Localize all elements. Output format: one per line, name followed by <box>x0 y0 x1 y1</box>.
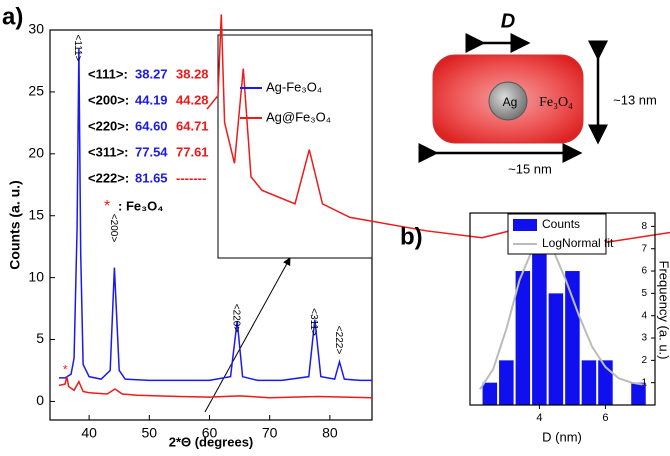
y-tick-label: 20 <box>28 145 44 161</box>
table-plane: <200>: <box>88 92 129 107</box>
y-tick-label: 6 <box>641 266 647 277</box>
legend-label: Ag@Fe₃O₄ <box>266 109 331 124</box>
y-tick-label: 25 <box>28 83 44 99</box>
bar <box>499 360 514 405</box>
bar <box>581 360 597 405</box>
x-tick-label: 70 <box>262 425 278 441</box>
legend-label: Ag-Fe₃O₄ <box>266 79 322 94</box>
core-label: Ag <box>503 95 518 109</box>
data-line <box>59 48 372 382</box>
y-tick-label: 30 <box>28 21 44 37</box>
x-tick-label: 6 <box>602 412 608 424</box>
table-value: 38.28 <box>176 66 209 81</box>
table-plane: <311>: <box>88 144 129 159</box>
peak-label: <220> <box>231 304 242 333</box>
inset-frame <box>217 34 373 259</box>
marker-note: : Fe₃O₄ <box>118 198 163 213</box>
core-shape <box>488 81 528 121</box>
legend-label: Counts <box>542 217 580 231</box>
table-value: 77.54 <box>135 144 168 159</box>
y-tick-label: 2 <box>641 355 647 366</box>
data-line <box>58 376 373 399</box>
bar <box>548 293 564 405</box>
panel-label: a) <box>2 3 23 30</box>
y-tick-label: 3 <box>641 333 647 344</box>
y-tick-label: 15 <box>28 206 44 222</box>
table-value: 64.60 <box>135 118 168 133</box>
diameter-label: D <box>501 10 515 32</box>
y-axis-label: Counts (a. u.) <box>7 180 23 269</box>
y-axis-label: Frequency (a. u.) <box>657 261 670 360</box>
peak-label: <222> <box>333 326 344 355</box>
height-label: ~13 nm <box>613 92 657 107</box>
x-axis-label: 2*Θ (degrees) <box>169 434 254 449</box>
bar <box>482 382 498 405</box>
marker-symbol: * <box>104 198 110 215</box>
table-plane: <222>: <box>88 170 129 185</box>
marker-symbol: * <box>63 363 68 377</box>
x-axis-label: D (nm) <box>542 429 582 444</box>
table-plane: <111>: <box>88 66 128 81</box>
panel-label: b) <box>400 223 423 250</box>
table-value: 81.65 <box>135 170 168 185</box>
plot-frame <box>469 212 656 406</box>
x-tick-label: 50 <box>142 425 158 441</box>
peak-label: <111> <box>72 35 83 62</box>
legend-label: LogNormal fit <box>542 236 614 250</box>
x-tick-label: 80 <box>322 425 338 441</box>
y-tick-label: 7 <box>641 243 647 254</box>
fit-line <box>479 240 646 390</box>
table-value: 64.71 <box>176 118 209 133</box>
y-tick-label: 5 <box>36 330 44 346</box>
bar <box>515 271 531 405</box>
table-value: 77.61 <box>176 144 209 159</box>
bar <box>631 382 646 405</box>
peak-label: <200> <box>108 214 119 243</box>
table-value: 38.27 <box>135 66 168 81</box>
bar <box>565 271 580 405</box>
y-tick-label: 10 <box>28 268 44 284</box>
bar <box>598 360 613 405</box>
table-value: 44.28 <box>176 92 209 107</box>
table-value: 44.19 <box>135 92 168 107</box>
legend-swatch <box>513 219 537 231</box>
x-tick-label: 4 <box>536 412 542 424</box>
bar <box>532 226 547 405</box>
y-tick-label: 8 <box>641 221 647 232</box>
zoom-arrow <box>204 257 291 413</box>
y-tick-label: 4 <box>641 310 647 321</box>
table-plane: <220>: <box>88 118 129 133</box>
y-tick-label: 5 <box>641 288 647 299</box>
peak-label: <311> <box>308 308 319 336</box>
shell-label: Fe₃O₄ <box>539 95 573 110</box>
x-tick-label: 60 <box>202 425 218 441</box>
width-label: ~15 nm <box>508 161 552 176</box>
y-tick-label: 0 <box>36 392 44 408</box>
table-value: ------- <box>176 170 206 185</box>
y-tick-label: 1 <box>641 377 647 388</box>
x-tick-label: 40 <box>81 425 97 441</box>
